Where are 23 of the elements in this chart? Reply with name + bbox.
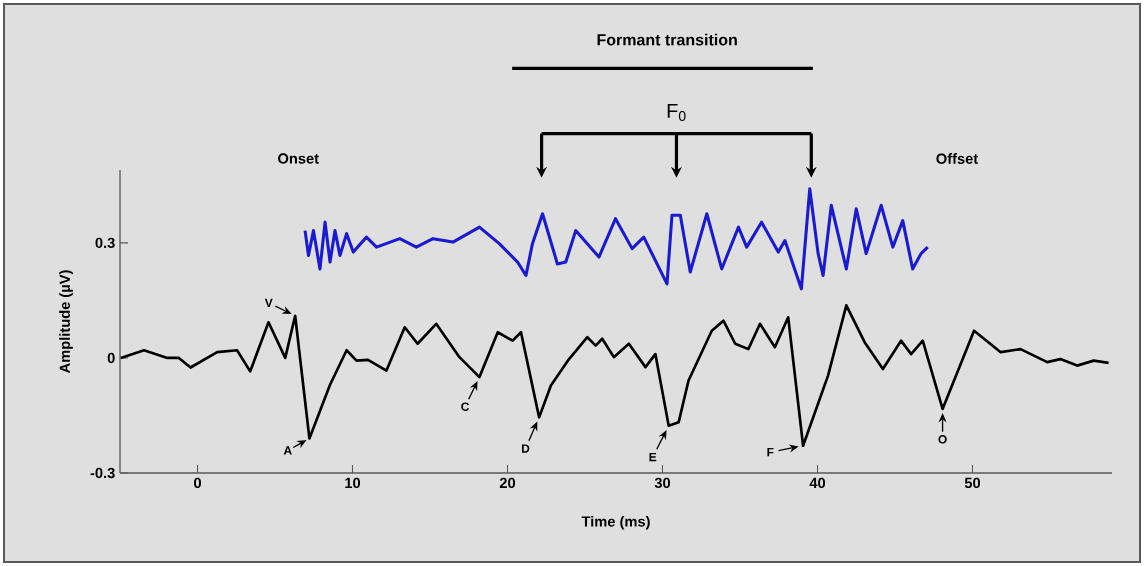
text: F$_{0}$	[667, 103, 686, 122]
x-axis-title: Time (ms)	[581, 515, 650, 530]
text: Onset	[278, 153, 319, 164]
x-tick-label: 50	[964, 477, 981, 489]
line-series	[303, 187, 930, 291]
text: Offset	[936, 153, 979, 164]
y-tick-label: 0	[107, 352, 115, 364]
annotation: A	[283, 446, 292, 455]
x-tick-label: 40	[809, 477, 826, 489]
annotation: E	[649, 452, 657, 462]
text: Formant transition	[597, 33, 737, 46]
x-tick-label: 0	[194, 477, 201, 489]
x-tick-label: 10	[345, 477, 361, 489]
annotation: F	[767, 448, 774, 457]
y-tick-label: -0.3	[90, 467, 115, 479]
annotation: O	[938, 435, 947, 444]
x-tick-label: 30	[654, 477, 671, 489]
annotation: V	[264, 298, 273, 308]
annotation: C	[461, 402, 470, 411]
y-axis-title: Amplitude (µV)	[59, 270, 73, 374]
x-tick-label: 20	[499, 477, 516, 489]
annotation: D	[521, 444, 530, 453]
y-tick-label: 0.3	[95, 237, 115, 249]
